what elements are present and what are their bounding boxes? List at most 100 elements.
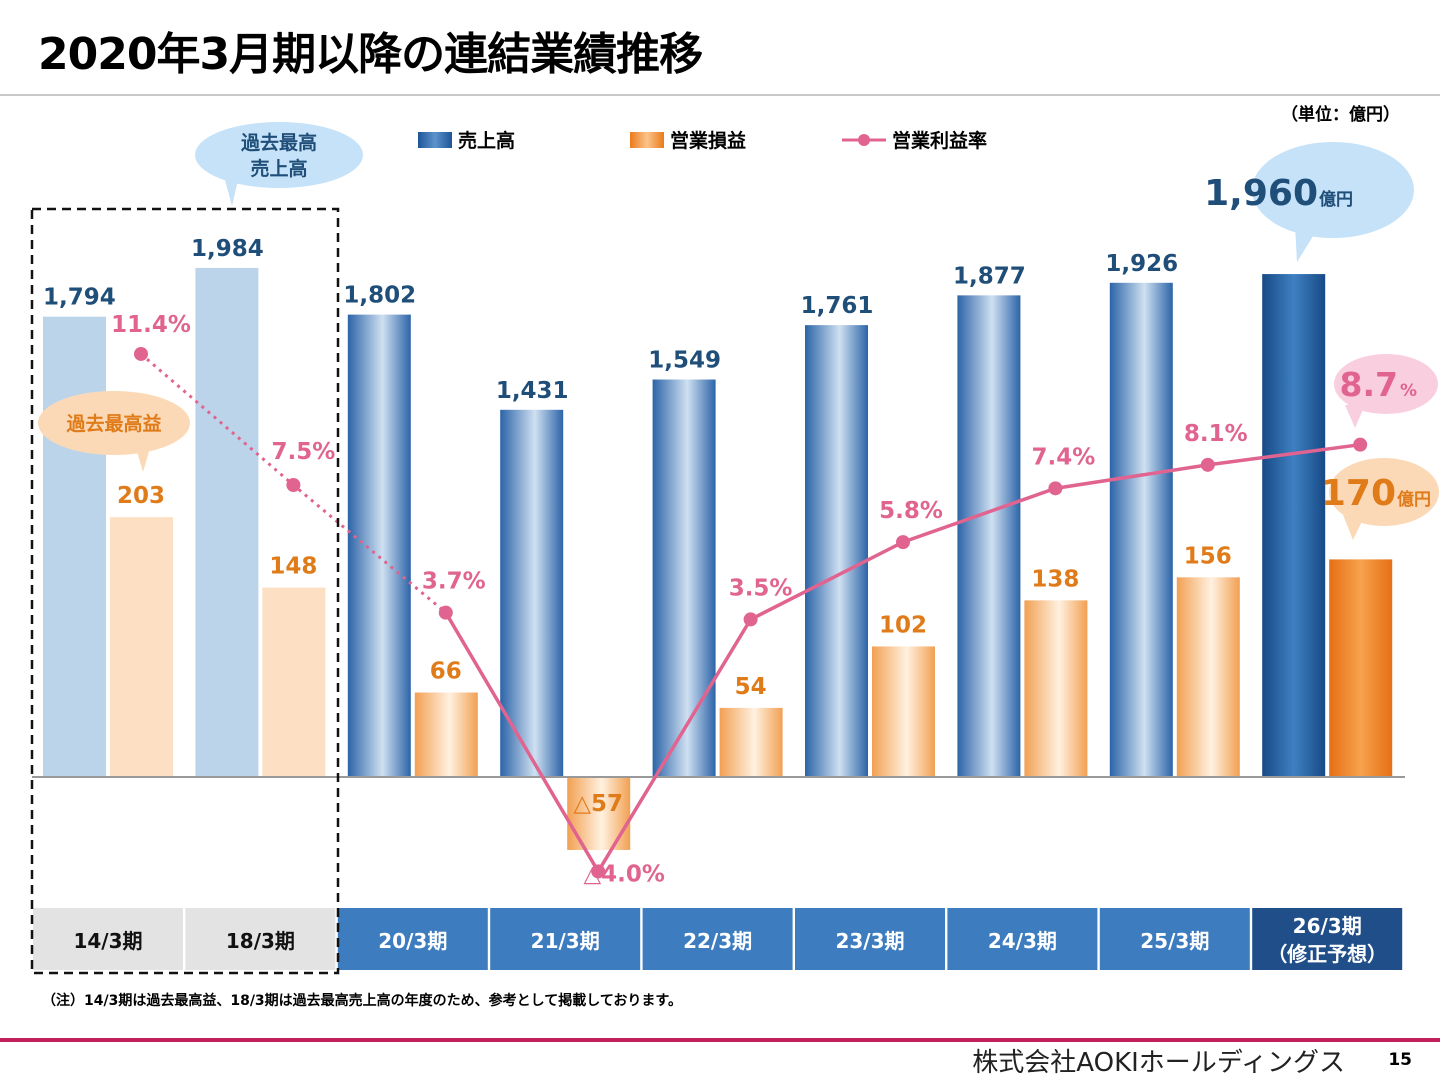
op-margin-value-label: 3.5% xyxy=(729,575,793,601)
op-margin-point xyxy=(1200,457,1215,472)
op-profit-value-label: 66 xyxy=(430,659,462,685)
forecast-margin-unit: % xyxy=(1400,381,1417,401)
op-profit-value-label: 138 xyxy=(1031,566,1079,592)
sales-value-label: 1,984 xyxy=(191,236,264,262)
sales-bar xyxy=(652,379,716,777)
legend-item-op-margin: 営業利益率 xyxy=(842,126,987,153)
op-margin-point xyxy=(1048,481,1063,496)
forecast-profit-value: 170 xyxy=(1321,473,1396,514)
category-cell xyxy=(490,908,641,970)
legend-line-marker-icon xyxy=(842,133,886,146)
legend-label-sales: 売上高 xyxy=(458,130,516,152)
sales-value-label: 1,877 xyxy=(953,263,1026,289)
sales-value-label: 1,761 xyxy=(801,293,874,319)
sales-bar xyxy=(957,295,1021,777)
category-label: 22/3期 xyxy=(683,929,752,953)
op-margin-point xyxy=(896,535,910,550)
op-profit-bar xyxy=(414,692,478,777)
op-margin-value-label: 3.7% xyxy=(422,569,486,595)
op-profit-value-label: 156 xyxy=(1184,543,1232,569)
callout-forecast-margin: 8.7 % xyxy=(1334,354,1438,428)
legend-swatch-sales xyxy=(418,131,452,148)
category-label: （修正予想） xyxy=(1267,942,1387,966)
legend-item-sales: 売上高 xyxy=(418,126,515,153)
category-label: 23/3期 xyxy=(835,929,904,953)
sales-bar xyxy=(195,267,259,777)
category-cell xyxy=(1099,908,1250,970)
op-profit-bar xyxy=(719,707,783,777)
sales-value-label: 1,926 xyxy=(1105,251,1178,277)
sales-bar xyxy=(805,325,868,777)
category-label: 18/3期 xyxy=(226,929,295,953)
callout-record-profit: 過去最高益 xyxy=(38,391,190,472)
sales-value-label: 1,431 xyxy=(496,378,569,404)
op-profit-bar xyxy=(1329,559,1393,777)
sales-value-label: 1,549 xyxy=(648,348,721,374)
category-label: 20/3期 xyxy=(378,929,447,953)
forecast-profit-unit: 億円 xyxy=(1397,489,1431,510)
footer-divider xyxy=(0,1038,1440,1042)
callout-record-sales: 過去最高 売上高 xyxy=(195,122,363,206)
sales-bar xyxy=(43,316,106,777)
op-margin-value-label: △4.0% xyxy=(583,861,664,887)
category-label: 24/3期 xyxy=(988,929,1057,953)
category-cell xyxy=(642,908,793,970)
op-margin-point xyxy=(134,346,148,361)
forecast-sales-unit: 億円 xyxy=(1319,189,1353,210)
page-title: 2020年3月期以降の連結業績推移 xyxy=(38,29,703,80)
forecast-sales-value: 1,960 xyxy=(1204,173,1318,214)
callout-forecast-sales: 1,960 億円 xyxy=(1204,142,1414,262)
sales-value-label: 1,802 xyxy=(343,283,416,309)
legend-swatch-op-profit xyxy=(630,131,664,148)
category-cell xyxy=(947,908,1098,970)
op-margin-value-label: 8.1% xyxy=(1184,421,1248,447)
company-name: 株式会社AOKIホールディングス xyxy=(972,1048,1345,1078)
page-number: 15 xyxy=(1388,1050,1412,1070)
sales-bar xyxy=(347,314,411,777)
forecast-margin-value: 8.7 xyxy=(1340,365,1398,404)
op-profit-bar xyxy=(1176,577,1240,777)
op-profit-bar xyxy=(262,587,326,777)
category-label: 25/3期 xyxy=(1140,929,1209,953)
callout-record-sales-line2: 売上高 xyxy=(250,157,307,180)
op-profit-value-label: △57 xyxy=(573,791,623,817)
op-margin-point xyxy=(591,864,606,879)
category-cell xyxy=(337,908,488,970)
reference-periods-box xyxy=(30,207,340,975)
op-profit-bar xyxy=(110,517,173,777)
op-margin-point xyxy=(438,605,453,620)
op-margin-point xyxy=(743,612,758,627)
callout-record-sales-line1: 過去最高 xyxy=(241,131,317,154)
title-divider xyxy=(0,94,1440,96)
category-label: 14/3期 xyxy=(73,929,142,953)
category-cell xyxy=(1252,908,1403,970)
op-margin-value-label: 5.8% xyxy=(879,498,943,524)
op-profit-bar xyxy=(872,646,935,777)
category-label: 26/3期 xyxy=(1293,914,1362,938)
op-profit-bar xyxy=(1024,600,1088,777)
op-profit-value-label: 148 xyxy=(269,554,317,580)
sales-bar xyxy=(500,409,564,777)
footnote: （注）14/3期は過去最高益、18/3期は過去最高売上高の年度のため、参考として… xyxy=(42,993,683,1009)
category-cell xyxy=(795,908,945,970)
op-profit-value-label: 102 xyxy=(879,612,927,638)
callout-forecast-profit: 170 億円 xyxy=(1321,458,1439,540)
op-margin-value-label: 7.4% xyxy=(1032,444,1096,470)
op-profit-value-label: 203 xyxy=(117,483,165,509)
op-margin-point xyxy=(286,478,301,492)
unit-label: （単位：億円） xyxy=(1281,105,1400,125)
category-cell xyxy=(185,908,336,970)
op-profit-value-label: 54 xyxy=(735,674,767,700)
op-margin-point xyxy=(1353,437,1368,452)
legend-item-op-profit: 営業損益 xyxy=(630,126,746,153)
legend-label-op-profit: 営業損益 xyxy=(670,130,747,152)
sales-bar xyxy=(1262,274,1326,777)
op-margin-value-label: 11.4% xyxy=(111,312,191,338)
sales-value-label: 1,794 xyxy=(43,285,116,311)
category-cell xyxy=(33,908,183,970)
sales-bar xyxy=(1109,282,1173,777)
op-margin-value-label: 7.5% xyxy=(272,439,336,465)
category-label: 21/3期 xyxy=(531,929,600,953)
callout-record-profit-text: 過去最高益 xyxy=(66,412,161,435)
